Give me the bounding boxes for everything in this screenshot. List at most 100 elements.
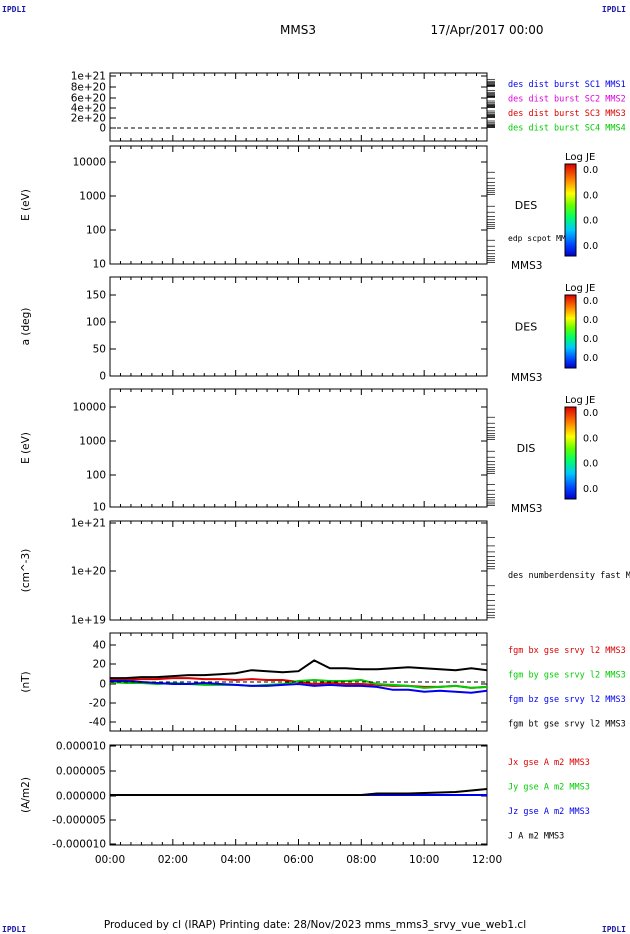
time-tick-label: 06:00 — [283, 854, 313, 866]
colorbar-tick-label: 0.0 — [583, 190, 598, 201]
colorbar-tick-label: 0.0 — [583, 408, 598, 419]
y-tick-label: 1000 — [79, 191, 106, 203]
y-tick-label: 0 — [99, 371, 106, 383]
y-tick-label: 100 — [86, 470, 106, 482]
colorbar-tick-label: 0.0 — [583, 296, 598, 307]
y-tick-label: 4e+20 — [71, 103, 106, 115]
y-tick-label: 50 — [93, 344, 106, 356]
panel-6: 40 20 0 -20 -40 (nT) fgm bx gse srvy l2 MMS3 fg… — [20, 632, 626, 732]
y-tick-label: 20 — [93, 659, 106, 671]
spacecraft-label: MMS3 — [511, 260, 542, 272]
colorbar-tick-label: 0.0 — [583, 353, 598, 364]
legend-entry: des dist burst SC3 MMS3 — [508, 109, 626, 119]
corner-mark-top-right: IPDLI — [601, 5, 626, 14]
time-tick-label: 10:00 — [409, 854, 439, 866]
panel-frame — [109, 145, 488, 265]
colorbar-tick-label: 0.0 — [583, 334, 598, 345]
series-line — [110, 680, 488, 694]
y-tick-label: 0 — [99, 679, 106, 691]
legend-entry: Jx gse A m2 MMS3 — [508, 758, 590, 768]
panel-4: 10000 1000 100 10 E (eV) DIS MMS3 Log JE 0.0 0.0 0… — [20, 388, 598, 515]
colorbar-tick-label: 0.0 — [583, 216, 598, 227]
panel-2: 10000 1000 100 10 E (eV) DES MMS3 edp scpot MMS… — [20, 145, 598, 272]
footer-text: Produced by cl (IRAP) Printing date: 28/… — [103, 919, 527, 931]
colorbar-tick-label: 0.0 — [583, 484, 598, 495]
series-line — [110, 788, 488, 796]
legend-entry: fgm bz gse srvy l2 MMS3 — [508, 695, 626, 705]
time-tick-label: 00:00 — [95, 854, 125, 866]
y-tick-label: 150 — [86, 290, 106, 302]
colorbar-title: Log JE — [565, 283, 595, 294]
colorbar — [564, 294, 577, 369]
colorbar-tick-label: 0.0 — [583, 315, 598, 326]
legend-entry: fgm bt gse srvy l2 MMS3 — [508, 720, 626, 730]
y-tick-label: -20 — [89, 698, 106, 710]
panel-frame — [109, 520, 488, 621]
legend-entry: des dist burst SC4 MMS4 — [508, 124, 626, 134]
colorbar-tick-label: 0.0 — [583, 165, 598, 176]
panel-frame — [109, 276, 488, 377]
legend-entry: Jz gse A m2 MMS3 — [508, 807, 590, 817]
y-tick-label: 0.000000 — [56, 791, 106, 803]
panel-5: 1e+21 1e+20 1e+19 (cm^-3) des numberdensity … — [20, 518, 630, 627]
y-tick-label: 100 — [86, 317, 106, 329]
panel-frame — [109, 388, 488, 508]
colorbar — [564, 163, 577, 257]
colorbar — [564, 406, 577, 500]
panel-7: 0.000010 0.000005 0.000000 -0.000005 -0.0000… — [20, 741, 590, 851]
y-tick-label: 10000 — [73, 157, 106, 169]
spacecraft-label: MMS3 — [511, 372, 542, 384]
y-tick-label: 1e+21 — [71, 71, 106, 83]
spacecraft-label: MMS3 — [511, 503, 542, 515]
y-tick-label: 40 — [93, 640, 106, 652]
y-tick-label: 2e+20 — [71, 113, 106, 125]
y-tick-label: 1e+21 — [71, 518, 106, 530]
corner-mark-bottom-left: IPDLI — [2, 925, 27, 934]
spacecraft-title: MMS3 — [280, 23, 316, 37]
time-tick-label: 12:00 — [472, 854, 502, 866]
y-tick-label: -0.000005 — [52, 815, 106, 827]
y-axis-label: (nT) — [20, 671, 32, 692]
legend-entry: fgm bx gse srvy l2 MMS3 — [508, 646, 626, 656]
colorbar-title: Log JE — [565, 395, 595, 406]
colorbar-tick-label: 0.0 — [583, 241, 598, 252]
y-tick-label: -0.000010 — [52, 839, 106, 851]
y-tick-label: 8e+20 — [71, 82, 106, 94]
y-tick-label: 6e+20 — [71, 93, 106, 105]
y-tick-label: 10 — [93, 502, 106, 514]
date-title: 17/Apr/2017 00:00 — [430, 23, 543, 37]
colorbar-tick-label: 0.0 — [583, 433, 598, 444]
legend-entry: des dist burst SC1 MMS1 — [508, 80, 626, 90]
legend-entry: J A m2 MMS3 — [508, 832, 564, 842]
instrument-label: DES — [515, 321, 537, 334]
y-tick-label: 1e+19 — [71, 615, 106, 627]
series-line — [110, 659, 488, 680]
panel-3: 150 100 50 0 a (deg) DES MMS3 Log JE 0.0 0.0 0.0 0.… — [20, 276, 598, 384]
legend-entry: des numberdensity fast M — [508, 571, 630, 581]
corner-mark-top-left: IPDLI — [2, 5, 27, 14]
y-tick-label: 10000 — [73, 402, 106, 414]
panel-frame — [109, 72, 488, 142]
y-tick-label: 0.000005 — [56, 766, 106, 778]
legend-entry: Jy gse A m2 MMS3 — [508, 783, 590, 793]
y-tick-label: 0.000010 — [56, 741, 106, 753]
y-tick-label: 100 — [86, 225, 106, 237]
time-tick-label: 02:00 — [158, 854, 188, 866]
legend-entry: des dist burst SC2 MMS2 — [508, 95, 626, 105]
y-axis-label: E (eV) — [20, 432, 32, 464]
instrument-label: DIS — [517, 442, 536, 455]
y-tick-label: 0 — [99, 123, 106, 135]
colorbar-title: Log JE — [565, 152, 595, 163]
corner-mark-bottom-right: IPDLI — [601, 925, 626, 934]
y-tick-label: -40 — [89, 717, 106, 729]
y-axis-label: a (deg) — [20, 308, 32, 346]
colorbar-tick-label: 0.0 — [583, 459, 598, 470]
y-axis-label: (cm^-3) — [20, 549, 32, 592]
legend-entry: fgm by gse srvy l2 MMS3 — [508, 671, 626, 681]
instrument-label: DES — [515, 199, 537, 212]
y-tick-label: 1000 — [79, 436, 106, 448]
y-axis-label: E (eV) — [20, 189, 32, 221]
